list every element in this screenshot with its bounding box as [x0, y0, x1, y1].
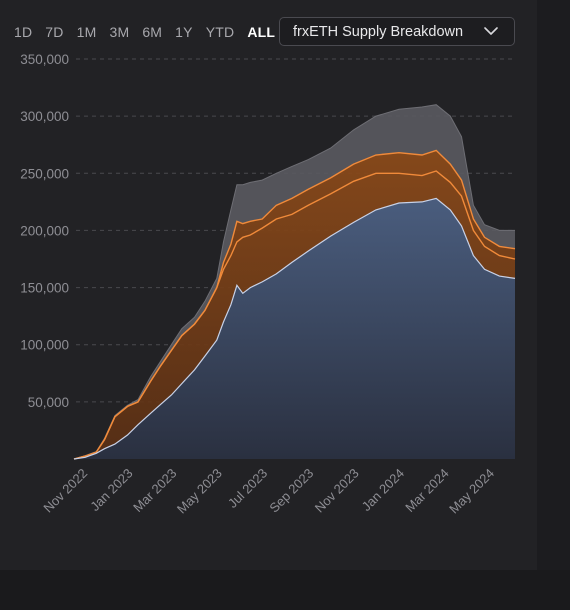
x-tick-label: Sep 2023 [266, 466, 316, 516]
y-tick-label: 100,000 [20, 338, 69, 353]
series-area-orange [74, 150, 515, 459]
series-line-blue [73, 197, 516, 460]
y-tick-label: 250,000 [20, 166, 69, 181]
series-area-gray [74, 104, 515, 459]
series-line-gray [73, 104, 515, 460]
x-tick-label: Mar 2023 [130, 466, 179, 515]
x-tick-label: Nov 2023 [312, 466, 362, 516]
time-range-selector: 1D 7D 1M 3M 6M 1Y YTD ALL [14, 18, 288, 46]
y-tick-label: 350,000 [20, 52, 69, 67]
y-tick-label: 300,000 [20, 109, 69, 124]
range-button-7d[interactable]: 7D [45, 24, 64, 40]
chevron-down-icon [484, 27, 498, 35]
y-tick-label: 150,000 [20, 281, 69, 296]
chart-type-dropdown[interactable]: frxETH Supply Breakdown [279, 17, 515, 46]
y-tick-label: 200,000 [20, 223, 69, 238]
range-button-1m[interactable]: 1M [76, 24, 97, 40]
x-tick-label: Jan 2023 [87, 466, 135, 514]
x-tick-label: May 2024 [446, 466, 497, 517]
y-tick-label: 50,000 [28, 395, 69, 410]
range-button-6m[interactable]: 6M [142, 24, 163, 40]
bottom-strip [0, 570, 570, 610]
x-tick-label: Mar 2024 [402, 466, 451, 515]
x-tick-label: May 2023 [174, 466, 225, 517]
x-tick-label: Jan 2024 [359, 466, 407, 514]
series-area-blue [74, 198, 515, 459]
series-line-orange-middle [73, 170, 516, 460]
range-button-1y[interactable]: 1Y [175, 24, 193, 40]
range-button-all[interactable]: ALL [247, 24, 276, 40]
range-button-3m[interactable]: 3M [109, 24, 130, 40]
dropdown-selected-label: frxETH Supply Breakdown [293, 23, 464, 40]
range-button-ytd[interactable]: YTD [205, 24, 235, 40]
x-tick-label: Jul 2023 [225, 466, 270, 511]
x-tick-label: Nov 2022 [40, 466, 90, 516]
range-button-1d[interactable]: 1D [14, 24, 33, 40]
